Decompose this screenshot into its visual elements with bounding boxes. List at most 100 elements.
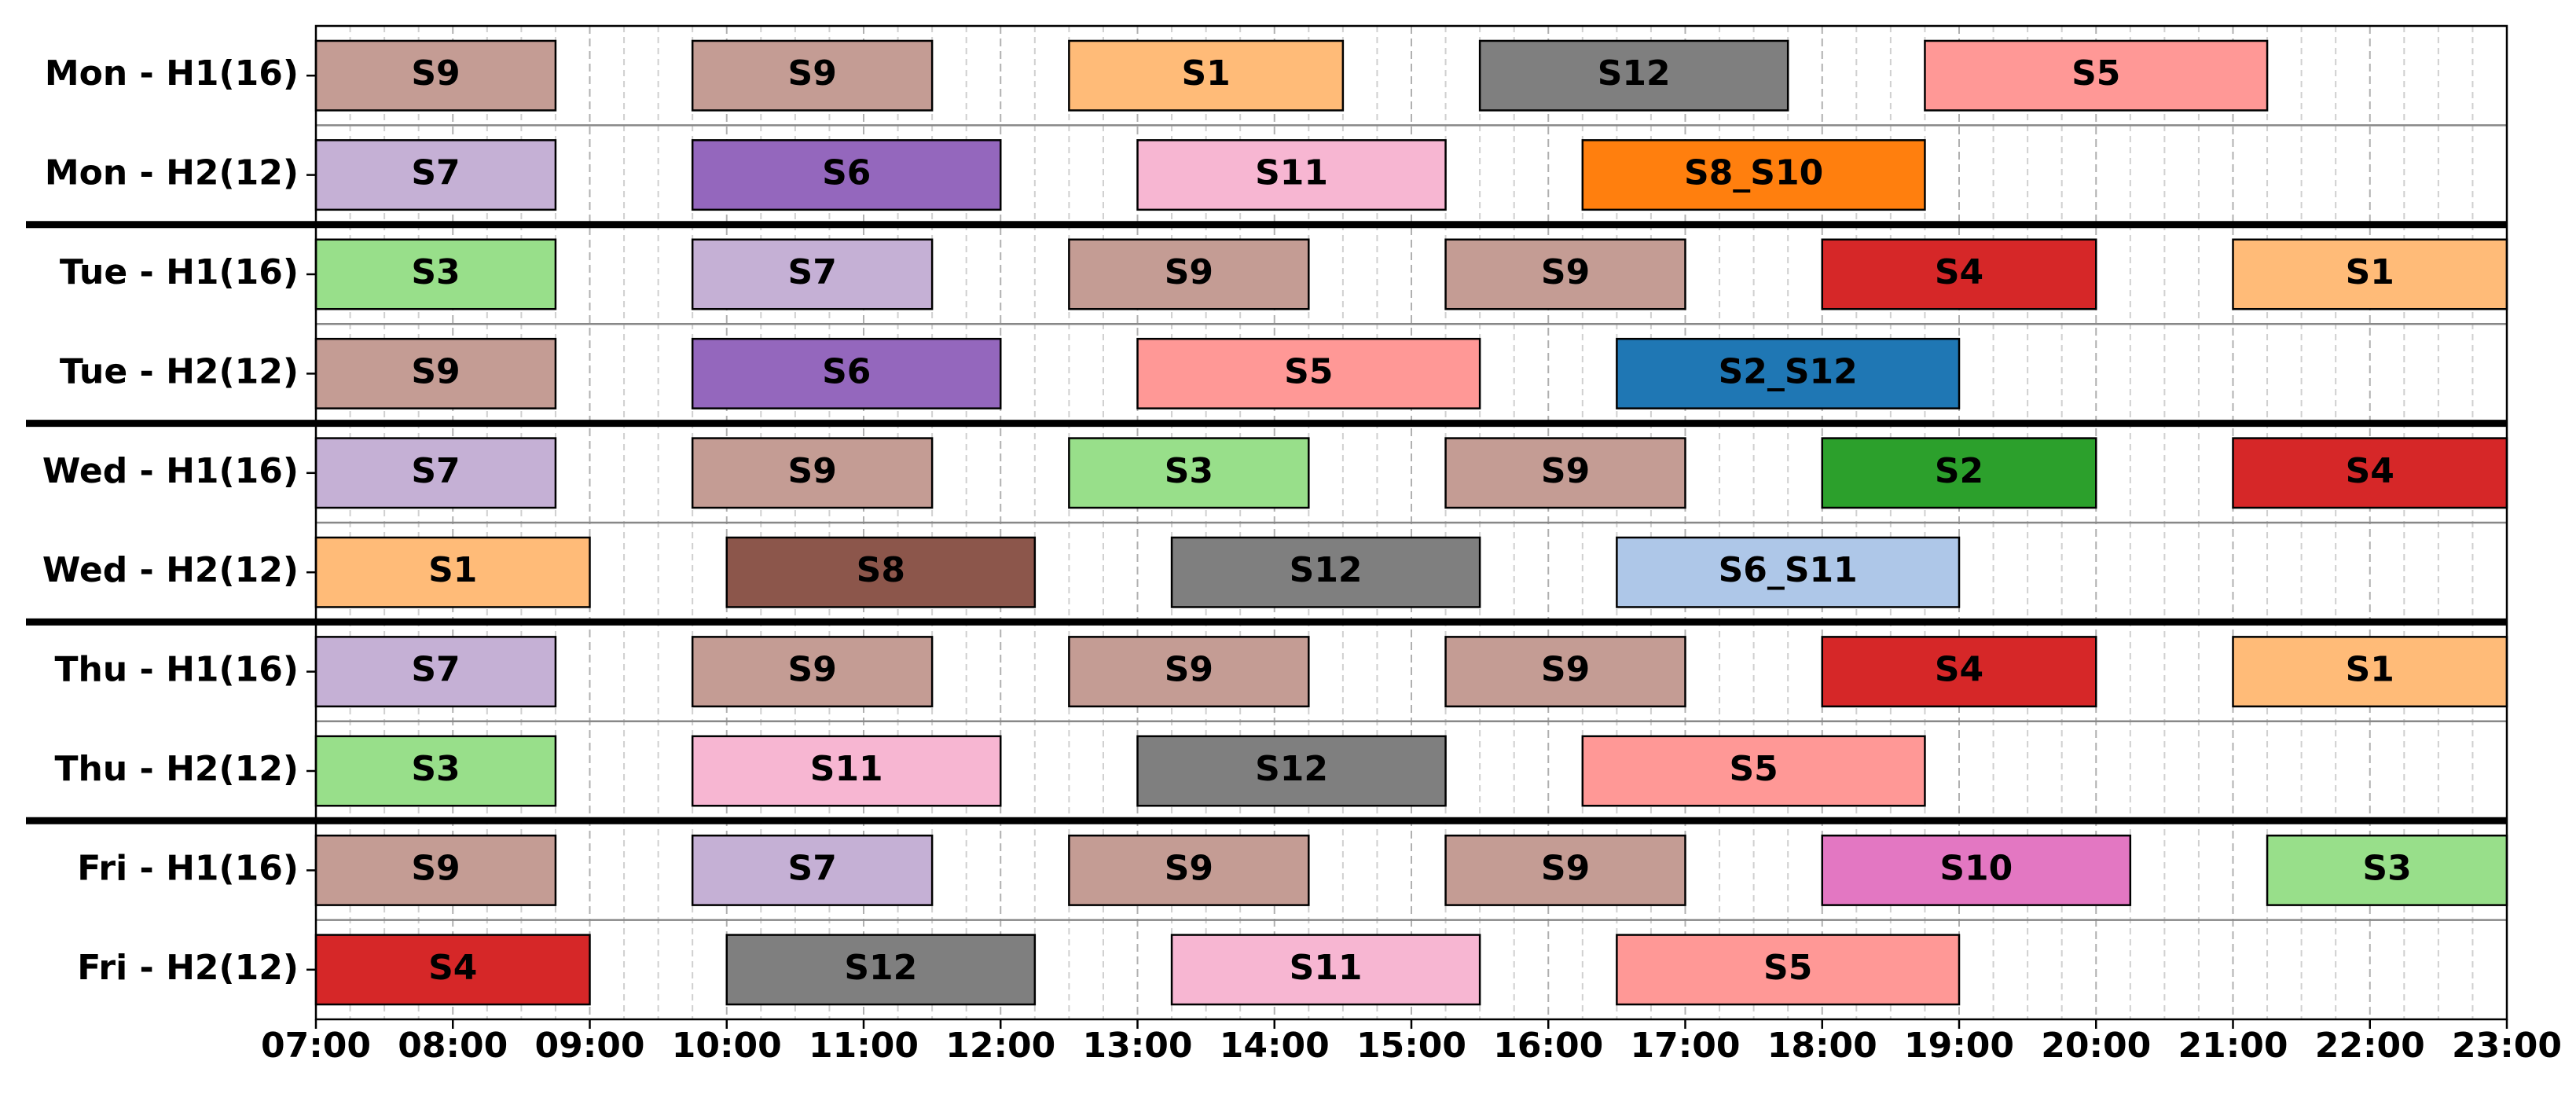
task-bar [1136, 139, 1447, 211]
task-bar [1581, 139, 1926, 211]
task-label: S12 [1255, 749, 1328, 789]
task-label: S9 [1541, 650, 1590, 690]
task-label: S8 [857, 550, 905, 590]
task-label: S9 [788, 650, 837, 690]
x-tick-label: 11:00 [809, 1026, 919, 1066]
task-label: S9 [1165, 650, 1213, 690]
task-label: S12 [1290, 550, 1363, 590]
task-bar [314, 934, 591, 1006]
task-bar [1444, 636, 1686, 708]
x-tick-label: 09:00 [534, 1026, 644, 1066]
task-label: S7 [411, 451, 460, 491]
task-label: S1 [1181, 53, 1230, 94]
x-tick-label: 14:00 [1220, 1026, 1330, 1066]
task-label: S5 [2071, 53, 2120, 94]
task-label: S9 [788, 451, 837, 491]
x-tick-label: 08:00 [398, 1026, 508, 1066]
x-tick-label: 22:00 [2315, 1026, 2425, 1066]
task-bar [1821, 238, 2097, 310]
task-label: S2 [1935, 451, 1983, 491]
task-label: S9 [1541, 252, 1590, 292]
task-label: S8_S10 [1684, 153, 1823, 193]
task-label: S9 [411, 351, 460, 391]
task-bar [691, 238, 934, 310]
task-label: S9 [1541, 848, 1590, 888]
task-label: S9 [411, 848, 460, 888]
task-label: S5 [1763, 948, 1812, 988]
task-bar [1581, 735, 1926, 807]
x-tick-label: 20:00 [2041, 1026, 2151, 1066]
task-bar [1136, 337, 1481, 409]
task-bar [725, 934, 1037, 1006]
task-label: S12 [844, 948, 917, 988]
task-label: S11 [1290, 948, 1363, 988]
task-bar [1068, 437, 1310, 509]
task-bar [2232, 238, 2508, 310]
task-bar [1924, 39, 2269, 112]
task-bar [314, 834, 557, 906]
task-label: S4 [428, 948, 477, 988]
task-bar [1444, 437, 1686, 509]
x-tick-label: 21:00 [2178, 1026, 2288, 1066]
row-label: Mon - H2(12) [45, 153, 299, 193]
task-label: S6 [822, 153, 871, 193]
x-tick-label: 19:00 [1904, 1026, 2014, 1066]
task-label: S3 [1165, 451, 1213, 491]
task-bar [691, 437, 934, 509]
task-bar [1170, 934, 1481, 1006]
plot-frame [314, 24, 2508, 1021]
task-label: S9 [788, 53, 837, 94]
task-label: S7 [788, 252, 837, 292]
task-label: S12 [1598, 53, 1671, 94]
task-label: S11 [1255, 153, 1328, 193]
task-bar [314, 337, 557, 409]
task-bar [691, 636, 934, 708]
task-label: S4 [1935, 650, 1983, 690]
task-bar [691, 735, 1002, 807]
task-label: S11 [810, 749, 883, 789]
task-bar [1616, 536, 1961, 608]
task-bar [2232, 437, 2508, 509]
row-label: Tue - H2(12) [60, 351, 299, 391]
task-bar [1616, 337, 1961, 409]
row-label: Fri - H1(16) [77, 848, 299, 888]
task-label: S6_S11 [1719, 550, 1858, 590]
task-bar [1068, 39, 1345, 112]
task-label: S7 [788, 848, 837, 888]
task-bar [314, 735, 557, 807]
task-label: S7 [411, 650, 460, 690]
row-label: Fri - H2(12) [77, 948, 299, 988]
task-bar [1821, 437, 2097, 509]
x-tick-label: 07:00 [261, 1026, 371, 1066]
task-label: S9 [1165, 848, 1213, 888]
task-bar [314, 139, 557, 211]
task-label: S3 [411, 252, 460, 292]
task-bar [1170, 536, 1481, 608]
task-label: S5 [1729, 749, 1778, 789]
task-label: S9 [411, 53, 460, 94]
task-label: S1 [2346, 650, 2394, 690]
task-bar [314, 636, 557, 708]
x-tick-label: 10:00 [672, 1026, 782, 1066]
task-bar [1444, 238, 1686, 310]
task-bar [1068, 238, 1310, 310]
row-label: Wed - H2(12) [42, 550, 299, 590]
task-label: S2_S12 [1719, 351, 1858, 391]
task-bar [2232, 636, 2508, 708]
task-bar [691, 39, 934, 112]
task-label: S3 [2362, 848, 2411, 888]
x-tick-label: 16:00 [1493, 1026, 1603, 1066]
task-bar [725, 536, 1037, 608]
task-bar [314, 39, 557, 112]
task-bar [1821, 834, 2132, 906]
task-bar [1444, 834, 1686, 906]
task-bar [1616, 934, 1961, 1006]
task-label: S6 [822, 351, 871, 391]
task-label: S3 [411, 749, 460, 789]
x-tick-label: 12:00 [945, 1026, 1055, 1066]
x-tick-label: 17:00 [1630, 1026, 1740, 1066]
row-label: Wed - H1(16) [42, 451, 299, 491]
x-tick-label: 18:00 [1767, 1026, 1877, 1066]
task-bar [314, 536, 591, 608]
task-label: S9 [1165, 252, 1213, 292]
